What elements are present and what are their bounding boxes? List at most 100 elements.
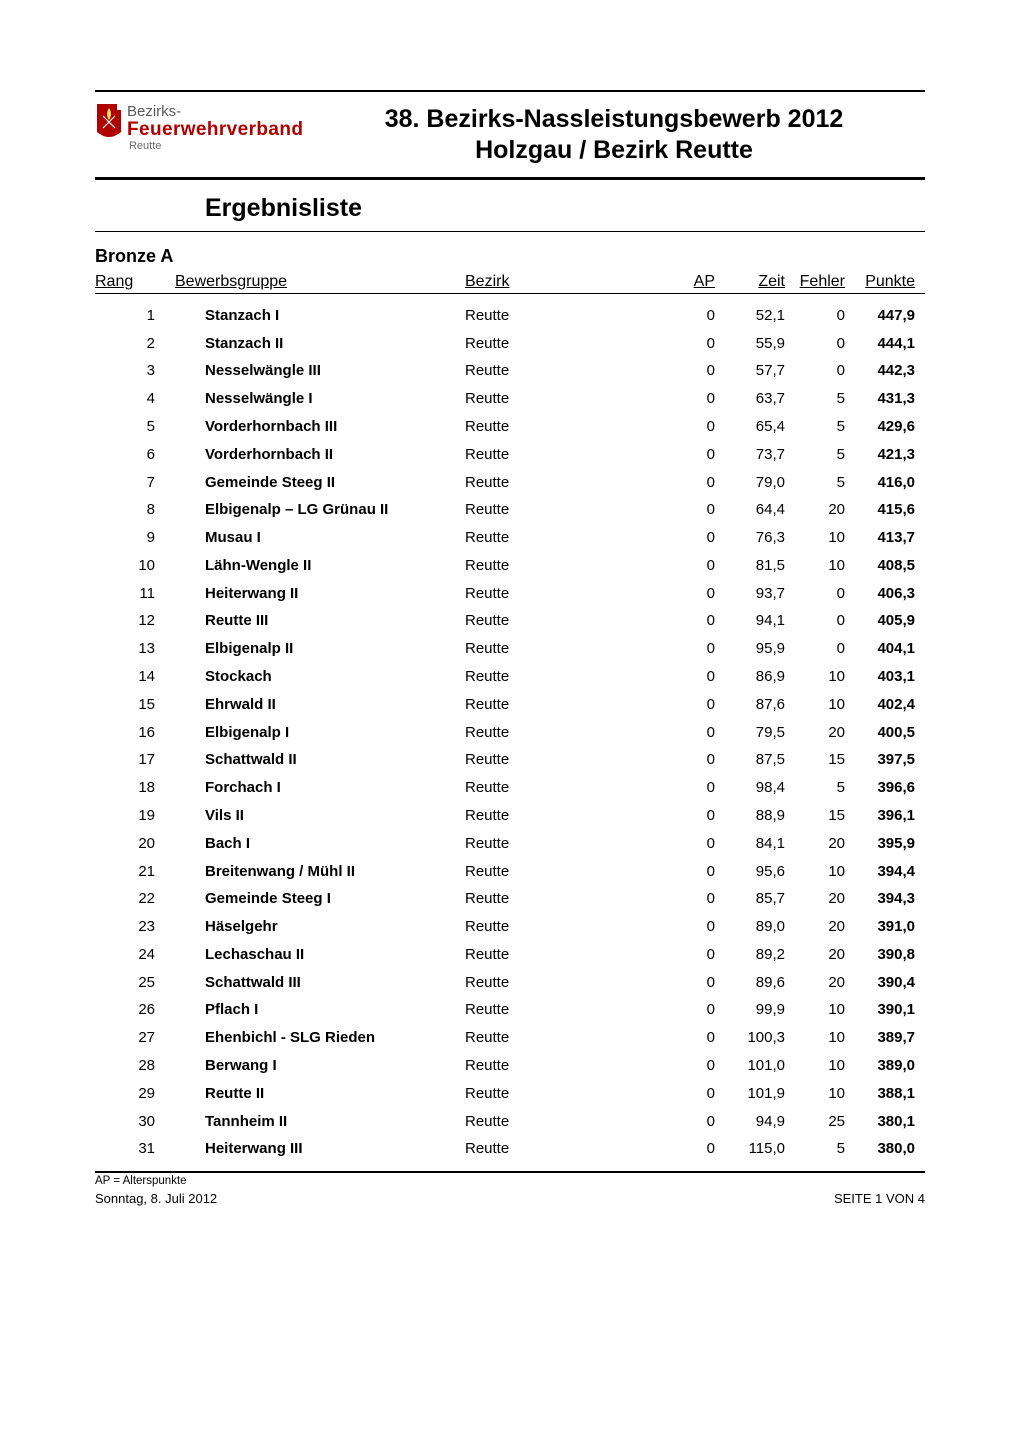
- logo-emblem-icon: [95, 102, 123, 142]
- table-row: 27Ehenbichl - SLG RiedenReutte0100,31038…: [95, 1024, 925, 1052]
- cell-group: Lechaschau II: [205, 947, 465, 962]
- cell-rang: 29: [95, 1086, 205, 1101]
- cell-group: Lähn-Wengle II: [205, 558, 465, 573]
- cell-ap: 0: [655, 836, 715, 851]
- header-rule: [95, 177, 925, 180]
- cell-group: Vorderhornbach II: [205, 447, 465, 462]
- cell-zeit: 100,3: [715, 1030, 785, 1045]
- cell-zeit: 64,4: [715, 502, 785, 517]
- cell-ap: 0: [655, 558, 715, 573]
- cell-group: Vils II: [205, 808, 465, 823]
- cell-punkte: 413,7: [845, 530, 915, 545]
- cell-fehler: 0: [785, 641, 845, 656]
- cell-bezirk: Reutte: [465, 891, 655, 906]
- cell-ap: 0: [655, 419, 715, 434]
- cell-ap: 0: [655, 808, 715, 823]
- table-row: 7Gemeinde Steeg IIReutte079,05416,0: [95, 468, 925, 496]
- table-row: 4Nesselwängle IReutte063,75431,3: [95, 385, 925, 413]
- cell-fehler: 5: [785, 475, 845, 490]
- cell-punkte: 394,3: [845, 891, 915, 906]
- top-rule: [95, 90, 925, 92]
- cell-punkte: 406,3: [845, 586, 915, 601]
- cell-bezirk: Reutte: [465, 725, 655, 740]
- cell-rang: 30: [95, 1114, 205, 1129]
- cell-bezirk: Reutte: [465, 1002, 655, 1017]
- table-row: 16Elbigenalp IReutte079,520400,5: [95, 718, 925, 746]
- cell-ap: 0: [655, 752, 715, 767]
- footer-rule: [95, 1171, 925, 1173]
- cell-fehler: 0: [785, 363, 845, 378]
- cell-rang: 5: [95, 419, 205, 434]
- logo-text: Bezirks- Feuerwehrverband: [127, 104, 303, 140]
- footnote: AP = Alterspunkte: [95, 1175, 925, 1187]
- table-row: 13Elbigenalp IIReutte095,90404,1: [95, 635, 925, 663]
- table-row: 28Berwang IReutte0101,010389,0: [95, 1052, 925, 1080]
- cell-punkte: 389,0: [845, 1058, 915, 1073]
- cell-zeit: 85,7: [715, 891, 785, 906]
- cell-punkte: 444,1: [845, 336, 915, 351]
- cell-group: Pflach I: [205, 1002, 465, 1017]
- cell-fehler: 20: [785, 947, 845, 962]
- table-row: 19Vils IIReutte088,915396,1: [95, 802, 925, 830]
- table-row: 30Tannheim IIReutte094,925380,1: [95, 1107, 925, 1135]
- cell-group: Musau I: [205, 530, 465, 545]
- cell-ap: 0: [655, 447, 715, 462]
- table-row: 12Reutte IIIReutte094,10405,9: [95, 607, 925, 635]
- cell-bezirk: Reutte: [465, 1030, 655, 1045]
- table-row: 25Schattwald IIIReutte089,620390,4: [95, 968, 925, 996]
- cell-zeit: 63,7: [715, 391, 785, 406]
- table-row: 23HäselgehrReutte089,020391,0: [95, 913, 925, 941]
- cell-punkte: 396,6: [845, 780, 915, 795]
- cell-zeit: 93,7: [715, 586, 785, 601]
- table-row: 10Lähn-Wengle IIReutte081,510408,5: [95, 552, 925, 580]
- footer-line: Sonntag, 8. Juli 2012 SEITE 1 VON 4: [95, 1191, 925, 1206]
- cell-group: Reutte II: [205, 1086, 465, 1101]
- cell-bezirk: Reutte: [465, 613, 655, 628]
- cell-ap: 0: [655, 780, 715, 795]
- cell-rang: 16: [95, 725, 205, 740]
- col-header-ap: AP: [655, 273, 715, 291]
- cell-zeit: 52,1: [715, 308, 785, 323]
- cell-punkte: 416,0: [845, 475, 915, 490]
- cell-fehler: 20: [785, 891, 845, 906]
- cell-rang: 7: [95, 475, 205, 490]
- col-header-punkte: Punkte: [845, 273, 915, 291]
- cell-bezirk: Reutte: [465, 530, 655, 545]
- cell-zeit: 55,9: [715, 336, 785, 351]
- cell-ap: 0: [655, 1141, 715, 1156]
- cell-bezirk: Reutte: [465, 975, 655, 990]
- cell-zeit: 89,0: [715, 919, 785, 934]
- cell-group: Heiterwang II: [205, 586, 465, 601]
- cell-zeit: 88,9: [715, 808, 785, 823]
- cell-punkte: 380,1: [845, 1114, 915, 1129]
- cell-zeit: 79,5: [715, 725, 785, 740]
- cell-group: Forchach I: [205, 780, 465, 795]
- cell-rang: 21: [95, 864, 205, 879]
- cell-punkte: 400,5: [845, 725, 915, 740]
- cell-rang: 11: [95, 586, 205, 601]
- cell-group: Tannheim II: [205, 1114, 465, 1129]
- cell-fehler: 20: [785, 502, 845, 517]
- cell-bezirk: Reutte: [465, 558, 655, 573]
- cell-bezirk: Reutte: [465, 780, 655, 795]
- cell-ap: 0: [655, 1086, 715, 1101]
- cell-bezirk: Reutte: [465, 919, 655, 934]
- cell-fehler: 10: [785, 864, 845, 879]
- table-row: 5Vorderhornbach IIIReutte065,45429,6: [95, 413, 925, 441]
- cell-rang: 23: [95, 919, 205, 934]
- cell-fehler: 20: [785, 975, 845, 990]
- cell-punkte: 396,1: [845, 808, 915, 823]
- cell-ap: 0: [655, 308, 715, 323]
- cell-zeit: 95,6: [715, 864, 785, 879]
- footer-date: Sonntag, 8. Juli 2012: [95, 1191, 217, 1206]
- cell-bezirk: Reutte: [465, 669, 655, 684]
- cell-zeit: 73,7: [715, 447, 785, 462]
- cell-ap: 0: [655, 1002, 715, 1017]
- cell-rang: 18: [95, 780, 205, 795]
- cell-fehler: 0: [785, 308, 845, 323]
- cell-ap: 0: [655, 1058, 715, 1073]
- cell-punkte: 404,1: [845, 641, 915, 656]
- cell-fehler: 20: [785, 725, 845, 740]
- table-row: 22Gemeinde Steeg IReutte085,720394,3: [95, 885, 925, 913]
- cell-fehler: 5: [785, 780, 845, 795]
